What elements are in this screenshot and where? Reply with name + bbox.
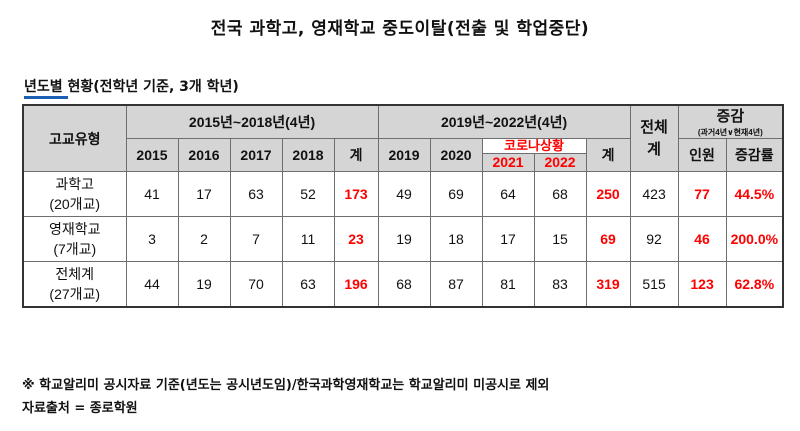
cell-diff: 77: [677, 171, 727, 217]
cell-2016: 17: [177, 171, 231, 217]
cell-2022: 15: [533, 216, 587, 262]
cell-2015: 44: [125, 261, 179, 308]
sum-header: 계: [333, 138, 379, 172]
school-count: (20개교): [49, 196, 101, 212]
total-header-text: 전체계: [640, 118, 668, 158]
change-note: (과거4년∨현재4년): [697, 128, 763, 137]
cell-diff: 46: [677, 216, 727, 262]
cell-2017: 70: [229, 261, 283, 308]
corona-label: 코로나상황: [483, 139, 586, 154]
cell-sum1: 196: [333, 261, 379, 308]
table-row-total: 전체계 (27개교) 44 19 70 63 196 68 87 81 83 3…: [22, 261, 784, 308]
change-header-cell: 증감 (과거4년∨현재4년): [677, 104, 784, 139]
cell-2020: 87: [429, 261, 483, 308]
page-title: 전국 과학고, 영재학교 중도이탈(전출 및 학업중단): [210, 19, 590, 39]
school-name: 과학고: [55, 176, 95, 192]
year-header: 2019: [377, 138, 431, 172]
cell-2018: 52: [281, 171, 335, 217]
row-label: 전체계 (27개교): [22, 261, 127, 308]
cell-sum2: 69: [585, 216, 631, 262]
table-subtitle: 년도별 현황(전학년 기준, 3개 학년): [24, 79, 239, 95]
cell-diff: 123: [677, 261, 727, 308]
footnote: ※ 학교알리미 공시자료 기준(년도는 공시년도임)/한국과학영재학교는 학교알…: [22, 378, 550, 393]
dropout-table: 고교유형 2015년~2018년(4년) 2019년~2022년(4년) 전체계…: [22, 104, 785, 308]
cell-2016: 19: [177, 261, 231, 308]
year-header: 2016: [177, 138, 231, 172]
period1-header: 2015년~2018년(4년): [125, 104, 379, 139]
year-header: 2018: [281, 138, 335, 172]
school-count: (27개교): [49, 286, 101, 302]
cell-2019: 68: [377, 261, 431, 308]
school-name: 영재학교: [48, 221, 101, 237]
row-label: 과학고 (20개교): [22, 171, 127, 217]
cell-sum1: 173: [333, 171, 379, 217]
cell-rate: 44.5%: [725, 171, 784, 217]
cell-2018: 11: [281, 216, 335, 262]
year-header: 2015: [125, 138, 179, 172]
period2-header: 2019년~2022년(4년): [377, 104, 631, 139]
cell-sum2: 250: [585, 171, 631, 217]
total-header: 전체계: [629, 104, 679, 172]
cell-total: 92: [629, 216, 679, 262]
cell-2017: 63: [229, 171, 283, 217]
cell-2019: 49: [377, 171, 431, 217]
cell-total: 515: [629, 261, 679, 308]
cell-total: 423: [629, 171, 679, 217]
school-count: (7개교): [53, 241, 97, 257]
year-header-2022: 2022: [544, 154, 576, 170]
school-type-header: 고교유형: [22, 104, 127, 172]
change-header: 증감: [716, 108, 745, 125]
school-name: 전체계: [55, 266, 95, 282]
cell-sum2: 319: [585, 261, 631, 308]
cell-rate: 200.0%: [725, 216, 784, 262]
cell-2017: 7: [229, 216, 283, 262]
header-row-1: 고교유형 2015년~2018년(4년) 2019년~2022년(4년) 전체계…: [22, 104, 784, 172]
cell-2015: 3: [125, 216, 179, 262]
cell-rate: 62.8%: [725, 261, 784, 308]
corona-cell: 코로나상황 2021 2022: [481, 138, 587, 172]
table-row-science-high: 과학고 (20개교) 41 17 63 52 173 49 69 64 68 2…: [22, 171, 784, 217]
cell-2022: 68: [533, 171, 587, 217]
cell-sum1: 23: [333, 216, 379, 262]
cell-2021: 17: [481, 216, 535, 262]
year-header-2021: 2021: [483, 154, 535, 171]
cell-2020: 69: [429, 171, 483, 217]
cell-2015: 41: [125, 171, 179, 217]
cell-2022: 83: [533, 261, 587, 308]
cell-2019: 19: [377, 216, 431, 262]
row-label: 영재학교 (7개교): [22, 216, 127, 262]
rate-header: 증감률: [725, 138, 784, 172]
cell-2018: 63: [281, 261, 335, 308]
people-header: 인원: [677, 138, 727, 172]
source-note: 자료출처 = 종로학원: [22, 401, 138, 416]
year-header: 2017: [229, 138, 283, 172]
sum-header: 계: [585, 138, 631, 172]
table-row-gifted-school: 영재학교 (7개교) 3 2 7 11 23 19 18 17 15 69 92…: [22, 216, 784, 262]
header-row-2: 2015 2016 2017 2018 계 2019 2020 코로나상황 20…: [23, 138, 784, 172]
cell-2021: 81: [481, 261, 535, 308]
cell-2021: 64: [481, 171, 535, 217]
subtitle-underline: [24, 96, 68, 99]
year-header: 2020: [429, 138, 483, 172]
cell-2016: 2: [177, 216, 231, 262]
cell-2020: 18: [429, 216, 483, 262]
